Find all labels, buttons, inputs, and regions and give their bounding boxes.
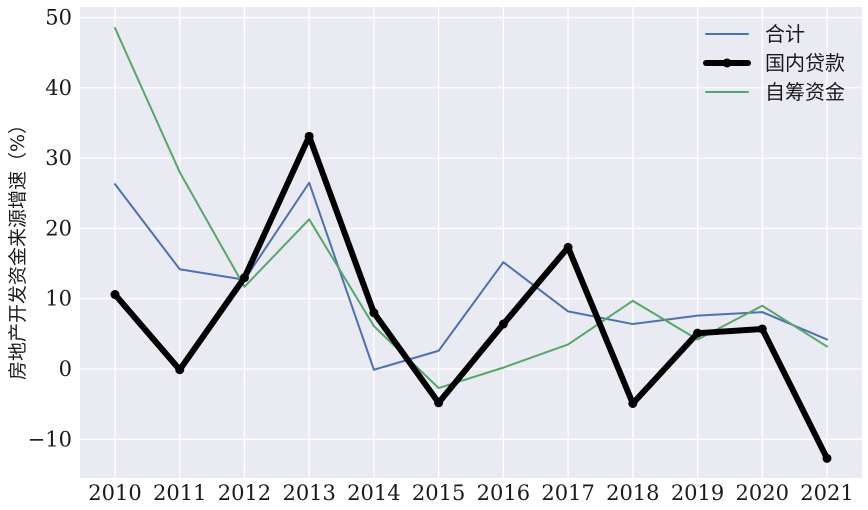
y-tick-label: 50 — [45, 6, 72, 30]
data-point — [175, 365, 185, 375]
y-tick-label: −10 — [28, 427, 72, 451]
series-line — [112, 133, 830, 462]
data-point — [628, 398, 638, 408]
x-tick-label: 2016 — [477, 481, 530, 505]
y-axis-label: 房地产开发资金来源增速（%） — [7, 115, 29, 380]
data-point — [369, 308, 379, 318]
data-point — [693, 328, 703, 338]
series-lines — [110, 27, 832, 463]
x-tick-label: 2021 — [800, 481, 853, 505]
data-point — [563, 242, 573, 252]
x-tick-label: 2015 — [412, 481, 465, 505]
data-point — [757, 324, 767, 334]
x-tick-label: 2014 — [347, 481, 400, 505]
plot-area — [80, 7, 862, 478]
legend-marker — [722, 58, 732, 68]
y-tick-label: 40 — [45, 76, 72, 100]
y-tick-label: 30 — [45, 146, 72, 170]
x-tick-label: 2011 — [153, 481, 206, 505]
data-point — [304, 131, 314, 141]
series-line — [114, 181, 828, 371]
x-tick-label: 2012 — [218, 481, 271, 505]
x-tick-label: 2010 — [88, 481, 141, 505]
data-point — [498, 319, 508, 329]
y-tick-label: 20 — [45, 216, 72, 240]
data-point — [822, 453, 832, 463]
data-point — [434, 398, 444, 408]
legend-entry: 合计 — [765, 22, 805, 46]
x-tick-label: 2018 — [606, 481, 659, 505]
x-tick-label: 2019 — [671, 481, 724, 505]
x-tick-label: 2013 — [282, 481, 335, 505]
y-tick-label: 10 — [45, 287, 72, 311]
grid — [80, 7, 862, 478]
axis-ticks: −10 0 10 20 30 40 50 2010 2011 2012 2013 2014 2015 20… — [28, 6, 854, 505]
data-point — [239, 273, 249, 283]
data-point — [110, 290, 120, 300]
y-tick-label: 0 — [59, 357, 72, 381]
x-tick-label: 2020 — [736, 481, 789, 505]
legend-entry: 国内贷款 — [765, 51, 845, 75]
x-tick-label: 2017 — [541, 481, 594, 505]
legend-entry: 自筹资金 — [765, 80, 845, 104]
